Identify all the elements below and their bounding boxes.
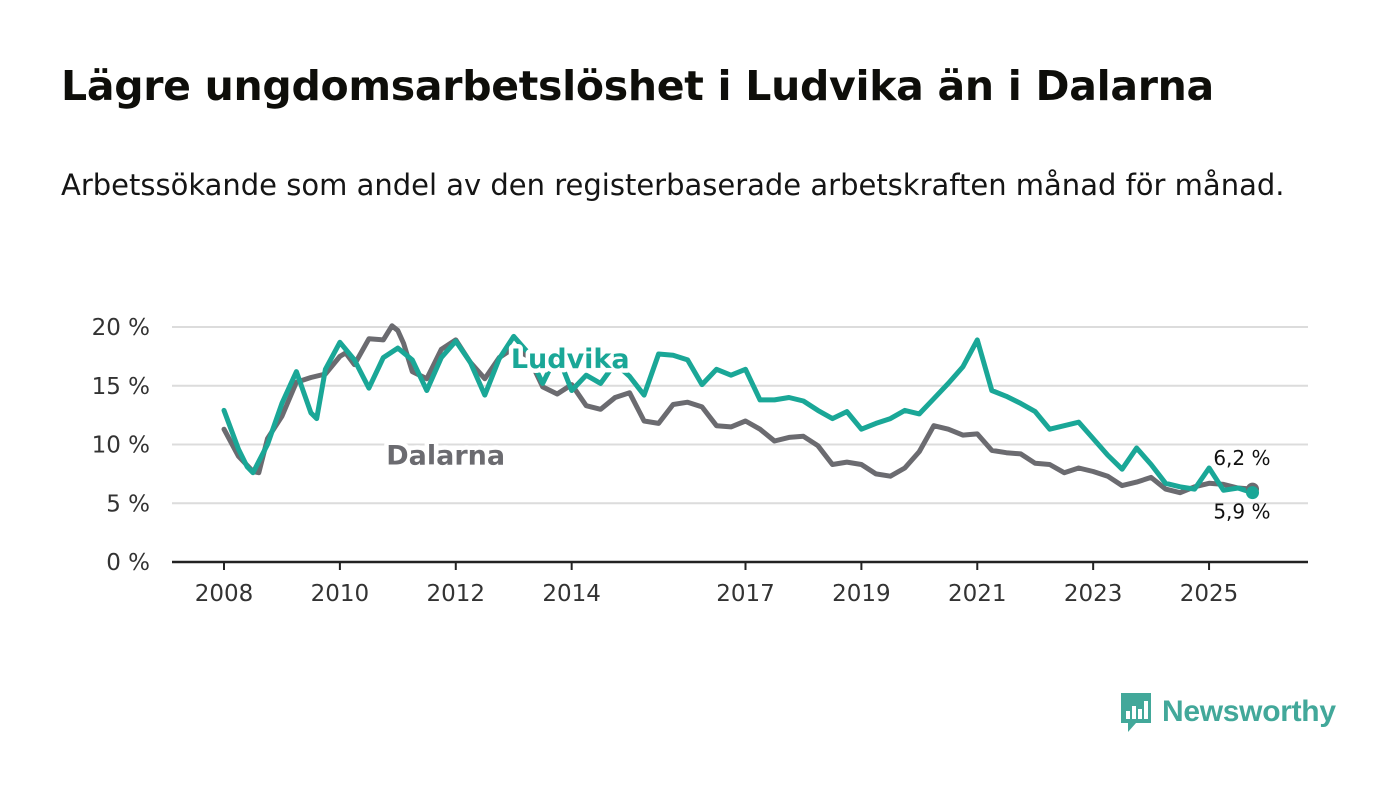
y-tick-label: 10 % xyxy=(92,433,150,459)
series-label-ludvika: Ludvika xyxy=(511,344,630,375)
y-tick-label: 5 % xyxy=(106,491,150,517)
x-tick-label: 2014 xyxy=(542,581,601,607)
chart-subtitle: Arbetssökande som andel av den registerb… xyxy=(61,168,1285,202)
y-tick-label: 0 % xyxy=(106,550,150,576)
gridlines xyxy=(172,326,1308,505)
x-tick-label: 2010 xyxy=(311,581,370,607)
series-line-ludvika xyxy=(221,333,1255,496)
newsworthy-logo-icon xyxy=(1121,693,1151,732)
end-point-ludvika xyxy=(1246,486,1260,500)
brand-name: Newsworthy xyxy=(1162,695,1336,728)
y-tick-label: 20 % xyxy=(92,315,150,341)
series-lines xyxy=(221,323,1255,496)
line-chart: 0 %5 %10 %15 %20 % 2008 2010 2012 2014 2017 2… xyxy=(92,315,1308,607)
chart-title: Lägre ungdomsarbetslöshet i Ludvika än i… xyxy=(61,62,1214,110)
x-tick-label: 2017 xyxy=(716,581,775,607)
x-tick-label: 2025 xyxy=(1180,581,1239,607)
x-tick-label: 2008 xyxy=(195,581,254,607)
series-labels: 6,2 % 5,9 % Dalarna Ludvika xyxy=(382,340,1271,524)
y-tick-label: 15 % xyxy=(92,374,150,400)
end-label-dalarna: 6,2 % xyxy=(1213,446,1270,470)
x-tick-label: 2021 xyxy=(948,581,1007,607)
brand-logo: Newsworthy xyxy=(1118,688,1336,736)
x-tick-label: 2019 xyxy=(832,581,891,607)
x-tick-label: 2012 xyxy=(427,581,486,607)
series-line-dalarna xyxy=(221,323,1255,496)
y-axis: 0 % 5 % 10 % 15 % 20 % xyxy=(92,315,150,576)
series-label-dalarna: Dalarna xyxy=(386,440,505,471)
x-axis: 2008 2010 2012 2014 2017 2019 2021 2023 2025 xyxy=(172,560,1308,607)
x-tick-label: 2023 xyxy=(1064,581,1123,607)
end-label-ludvika: 5,9 % xyxy=(1213,500,1270,524)
